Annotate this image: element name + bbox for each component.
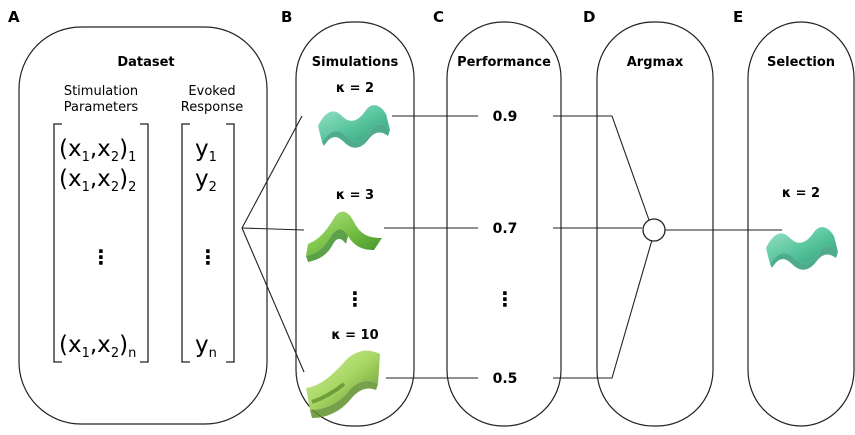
simulations-ellipsis: ⋮ <box>345 287 365 311</box>
kappa-3-label: κ = 3 <box>336 188 374 203</box>
panel-label-d: D <box>583 8 595 26</box>
evoked-label: Evoked <box>188 84 235 99</box>
dataset-title: Dataset <box>117 55 174 70</box>
selection-title: Selection <box>767 55 835 70</box>
simulations-panel <box>295 21 415 427</box>
dataset-panel <box>18 26 268 425</box>
lime-sheet-surface-icon <box>304 348 382 420</box>
x-row-2: (x1,x2)2 <box>59 166 136 195</box>
performance-panel <box>446 21 562 427</box>
panel-label-b: B <box>281 8 292 26</box>
x-left-bracket <box>53 123 62 363</box>
response-label: Response <box>181 100 243 115</box>
performance-title: Performance <box>457 55 551 70</box>
kappa-2-label: κ = 2 <box>336 81 374 96</box>
x-ellipsis: ⋮ <box>91 245 111 269</box>
y-row-n: yn <box>195 332 217 361</box>
y-right-bracket <box>226 123 235 363</box>
panel-label-c: C <box>433 8 444 26</box>
y-ellipsis: ⋮ <box>198 245 218 269</box>
argmax-node <box>642 218 666 242</box>
x-right-bracket <box>140 123 149 363</box>
perf-argmax-line-1 <box>553 115 650 221</box>
performance-ellipsis: ⋮ <box>495 287 515 311</box>
selected-kappa-label: κ = 2 <box>782 186 820 201</box>
performance-value-1: 0.9 <box>493 109 518 125</box>
y-row-1: y1 <box>195 136 217 165</box>
kappa-10-label: κ = 10 <box>331 328 378 343</box>
performance-value-2: 0.7 <box>493 221 518 237</box>
x-row-1: (x1,x2)1 <box>59 136 136 165</box>
simulations-title: Simulations <box>312 55 399 70</box>
stimulation-label: Stimulation <box>64 84 138 99</box>
parameters-label: Parameters <box>64 100 139 115</box>
y-row-2: y2 <box>195 166 217 195</box>
teal-wave-surface-icon <box>318 105 390 148</box>
fan-line-top <box>241 115 303 229</box>
teal-wave-surface-icon <box>766 227 838 270</box>
green-peak-surface-icon <box>306 211 382 262</box>
argmax-title: Argmax <box>627 55 684 70</box>
panel-label-e: E <box>733 8 743 26</box>
selection-panel <box>747 21 855 427</box>
x-row-n: (x1,x2)n <box>59 332 136 361</box>
y-left-bracket <box>181 123 190 363</box>
panel-label-a: A <box>8 8 20 26</box>
fan-line-mid <box>241 227 305 231</box>
argmax-panel <box>596 21 714 427</box>
performance-value-3: 0.5 <box>493 371 518 387</box>
perf-argmax-line-3 <box>553 239 653 379</box>
fan-line-bottom <box>241 227 305 373</box>
